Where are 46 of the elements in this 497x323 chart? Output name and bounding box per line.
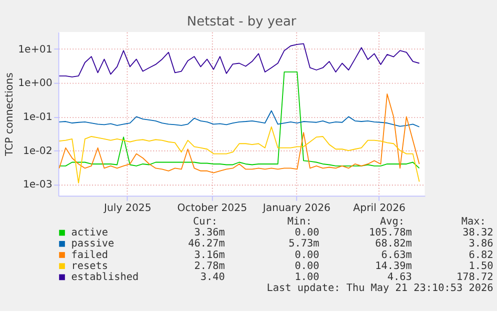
line-series (58, 110, 420, 128)
text: 105.78m (368, 228, 412, 239)
text: Cur: (192, 216, 218, 228)
text: 5.73m (288, 238, 320, 250)
text: 0.00 (294, 260, 320, 272)
legend-label: established (71, 272, 139, 283)
text: 6.82 (468, 250, 494, 261)
text: 46.27m (188, 238, 225, 250)
text: 2.78m (194, 260, 225, 272)
y-tick-label: 1e-03 (22, 180, 52, 191)
legend-label: failed (71, 250, 108, 261)
text: 3.36m (194, 228, 225, 239)
line-series (58, 93, 420, 174)
text: 3.16m (194, 250, 225, 261)
y-axis-title: TCP connections (4, 72, 16, 158)
y-tick-label: 1e+01 (18, 44, 52, 56)
text: 1.50 (468, 260, 494, 272)
text: 0.00 (294, 250, 320, 261)
x-tick-label: April 2026 (353, 203, 406, 214)
text: 14.39m (375, 260, 412, 272)
chart-title: Netstat - by year (186, 14, 297, 30)
text: 1.00 (294, 272, 320, 283)
text: 178.72 (456, 272, 494, 283)
text: 6.63m (381, 250, 412, 261)
text: Min: (287, 216, 312, 228)
x-tick-label: January 2026 (262, 203, 331, 214)
legend-label: passive (71, 238, 114, 250)
y-tick-label: 1e-01 (22, 112, 52, 123)
y-tick-label: 1e+00 (18, 78, 52, 90)
text: 3.86 (468, 238, 494, 250)
text: Last update: Thu May 21 23:10:53 2026 (266, 283, 494, 294)
y-tick-label: 1e-02 (22, 146, 52, 157)
x-tick-label: July 2025 (102, 203, 152, 214)
x-tick-label: October 2025 (177, 203, 248, 214)
line-series (58, 126, 420, 184)
legend-label: resets (71, 260, 108, 272)
text: 68.82m (375, 238, 412, 250)
text: 4.63 (387, 272, 412, 283)
legend-label: active (71, 228, 108, 239)
line-series (58, 71, 420, 169)
text: 3.40 (200, 272, 225, 283)
text: Max: (461, 216, 486, 228)
text: 0.00 (294, 228, 320, 239)
text: 38.32 (462, 228, 494, 239)
line-series (58, 43, 420, 78)
text: Avg: (380, 216, 404, 228)
